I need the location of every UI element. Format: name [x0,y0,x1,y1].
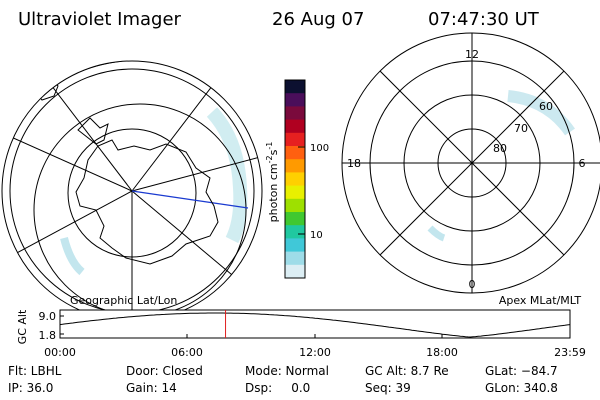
header-date: 26 Aug 07 [272,9,365,30]
altitude-xtick-2: 12:00 [299,346,331,359]
colorbar-stripe [285,119,305,134]
geographic-caption: Geographic Lat/Lon [70,294,177,307]
status-gain: Gain: 14 [126,381,177,395]
colorbar-stripe [285,132,305,147]
colorbar-stripe [285,93,305,107]
altitude-xtick-3: 18:00 [426,346,458,359]
altitude-xtick-4: 23:59 [554,346,586,359]
colorbar-stripe [285,212,305,226]
colorbar-stripe [285,225,305,239]
colorbar-stripe [285,264,305,279]
colorbar-stripe [285,80,305,94]
altitude-plot [59,309,571,339]
colorbar-stripe [285,198,305,213]
apex-caption: Apex MLat/MLT [499,294,582,307]
status-ip: IP: 36.0 [8,381,54,395]
mlt-label-0: 0 [469,278,476,291]
apex-grid [342,33,600,293]
colorbar-tick-10: 10 [310,230,323,241]
mlat-label-70: 70 [514,122,528,135]
altitude-xtick-1: 06:00 [171,346,203,359]
colorbar-stripe [285,159,305,173]
altitude-ytick-top: 9.0 [39,310,57,323]
altitude-ytick-bottom: 1.8 [39,329,57,342]
status-mode: Mode: Normal [245,364,329,378]
header-time: 07:47:30 UT [428,9,539,30]
status-door: Door: Closed [126,364,203,378]
status-dsp: Dsp: 0.0 [245,381,311,395]
svg-text:photon cm-2s-1: photon cm-2s-1 [265,142,280,223]
status-glon: GLon: 340.8 [485,381,558,395]
geographic-grid [2,61,262,321]
colorbar-stripe [285,106,305,121]
altitude-ylabel: GC Alt [16,309,29,344]
mlt-label-12: 12 [465,48,479,61]
colorbar-stripe [285,185,305,200]
colorbar-unit-label: photon cm-2s-1 [265,142,280,223]
colorbar-tick-100: 100 [310,143,329,154]
status-filter: Flt: LBHL [8,364,62,378]
colorbar-stripe [285,251,305,266]
mlat-label-60: 60 [539,100,553,113]
altitude-xtick-0: 00:00 [44,346,76,359]
colorbar [285,80,305,279]
status-seq: Seq: 39 [365,381,411,395]
colorbar-stripe [285,172,305,187]
mlt-label-18: 18 [347,157,361,170]
colorbar-stripe [285,238,305,253]
image-title: Ultraviolet Imager [18,9,181,30]
mlt-label-6: 6 [579,157,586,170]
colorbar-stripe [285,146,305,160]
status-gc-alt: GC Alt: 8.7 Re [365,364,449,378]
status-glat: GLat: −84.7 [485,364,558,378]
mlat-label-80: 80 [493,142,507,155]
